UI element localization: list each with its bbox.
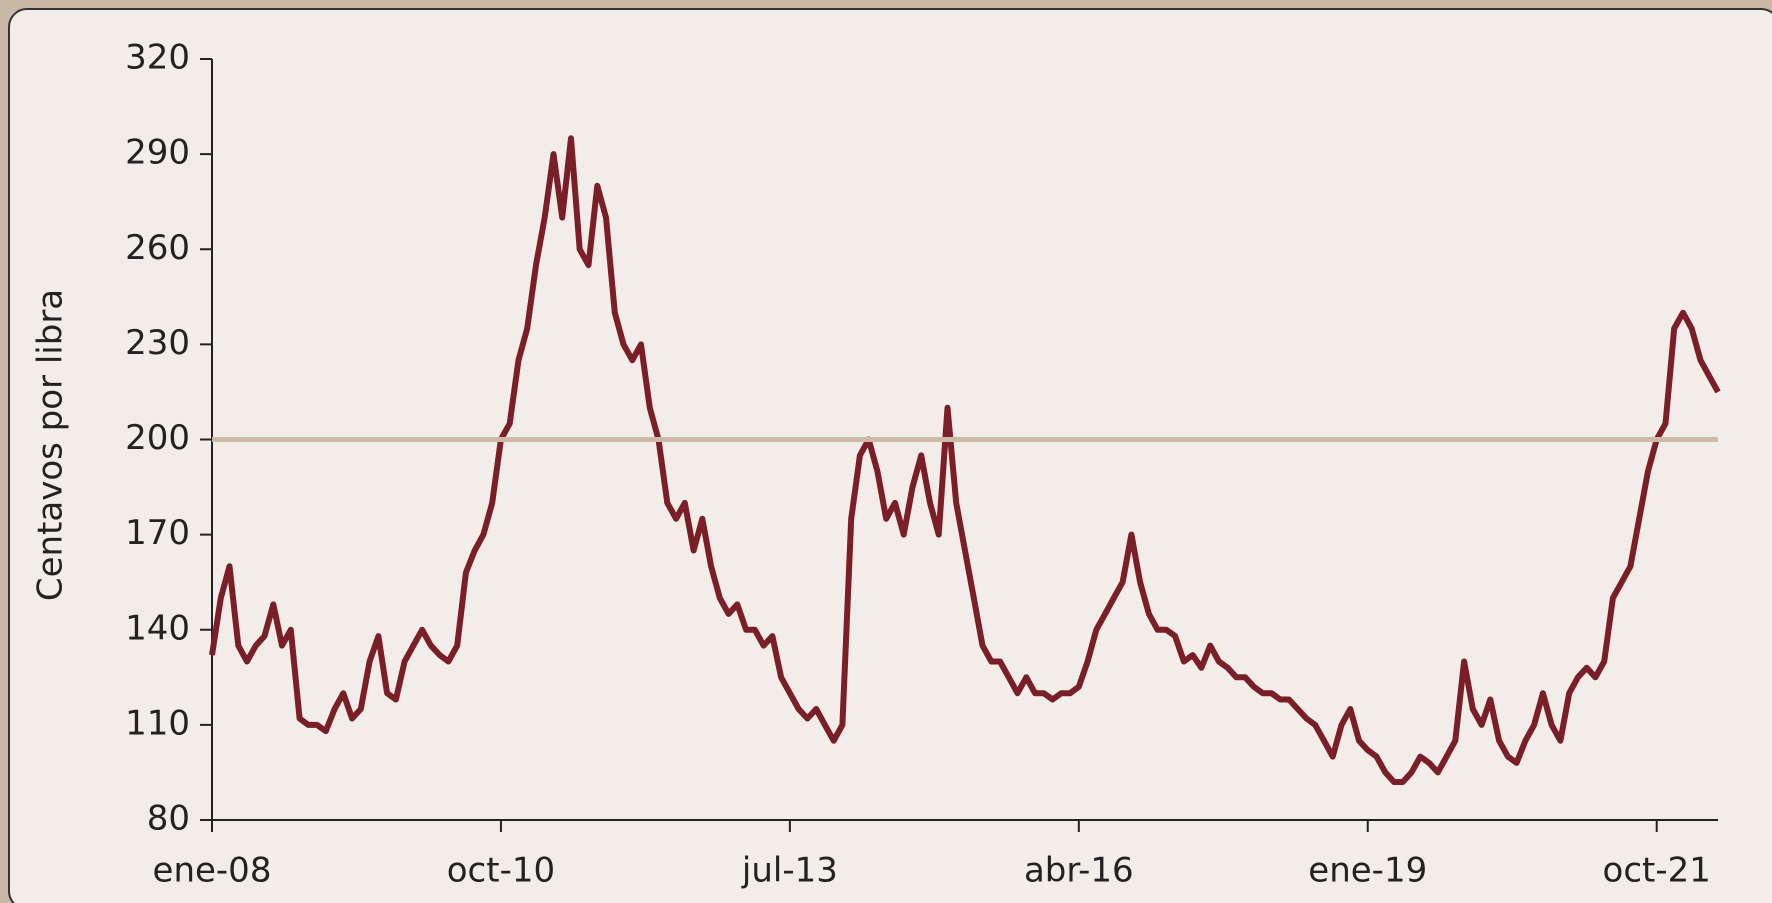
panel bbox=[8, 8, 1772, 903]
price-line bbox=[209, 135, 1721, 785]
y-tick-label: 260 bbox=[125, 228, 190, 268]
x-tick-label: jul-13 bbox=[741, 851, 838, 891]
x-tick-label: ene-08 bbox=[153, 851, 272, 891]
x-tick-label: oct-21 bbox=[1603, 851, 1711, 891]
y-tick-label: 140 bbox=[125, 608, 190, 648]
y-tick-label: 320 bbox=[125, 38, 190, 78]
y-axis-label: Centavos por libra bbox=[31, 289, 71, 601]
y-tick-label: 290 bbox=[125, 133, 190, 173]
x-tick-label: abr-16 bbox=[1024, 851, 1134, 891]
y-tick-label: 200 bbox=[125, 418, 190, 458]
y-tick-label: 230 bbox=[125, 323, 190, 363]
y-tick-label: 170 bbox=[125, 513, 190, 553]
x-tick-label: ene-19 bbox=[1308, 851, 1427, 891]
y-tick-label: 110 bbox=[125, 703, 190, 743]
x-tick-label: oct-10 bbox=[447, 851, 555, 891]
y-tick-label: 80 bbox=[147, 799, 190, 839]
